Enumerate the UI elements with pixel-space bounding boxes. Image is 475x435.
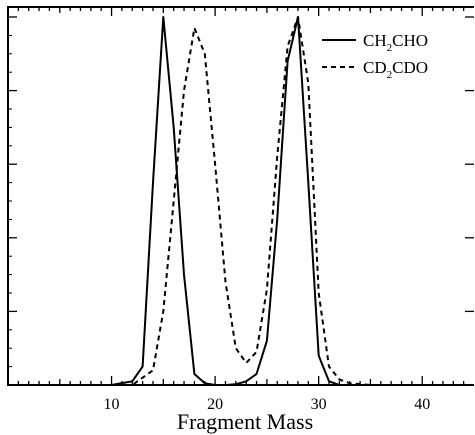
axes (7, 6, 474, 386)
series-layer (8, 16, 474, 386)
x-tick-labels: 10 20 30 40 (104, 396, 431, 413)
x-tick-label: 40 (414, 396, 430, 413)
axes-frame (7, 6, 474, 386)
x-axis-title: Fragment Mass (177, 409, 313, 434)
legend-label-cd2cdo: CD2CDO (363, 58, 428, 81)
legend: CH2CHO CD2CDO (322, 31, 428, 81)
series-ch2cho-line (8, 16, 474, 386)
x-tick-label: 30 (311, 396, 327, 413)
x-tick-label: 20 (207, 396, 223, 413)
legend-label-ch2cho: CH2CHO (363, 31, 428, 54)
series-cd2cdo-line (8, 16, 474, 386)
x-tick-label: 10 (104, 396, 120, 413)
